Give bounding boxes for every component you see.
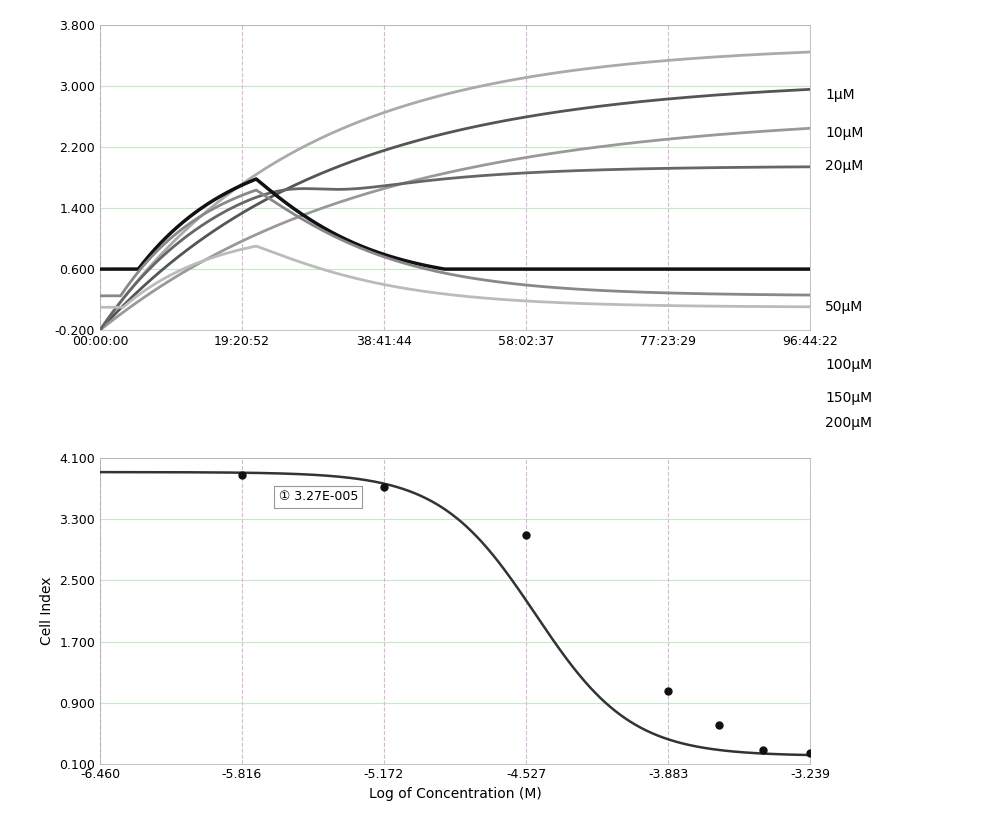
Text: 1μM: 1μM xyxy=(825,89,855,102)
Text: 50μM: 50μM xyxy=(825,300,863,314)
Text: 150μM: 150μM xyxy=(825,392,872,405)
Text: 200μM: 200μM xyxy=(825,417,872,430)
Text: 20μM: 20μM xyxy=(825,159,863,173)
Text: 10μM: 10μM xyxy=(825,126,863,139)
Text: ① 3.27E-005: ① 3.27E-005 xyxy=(279,491,358,503)
Y-axis label: Cell Index: Cell Index xyxy=(40,577,54,645)
Text: 100μM: 100μM xyxy=(825,359,872,372)
X-axis label: Log of Concentration (M): Log of Concentration (M) xyxy=(369,787,541,801)
